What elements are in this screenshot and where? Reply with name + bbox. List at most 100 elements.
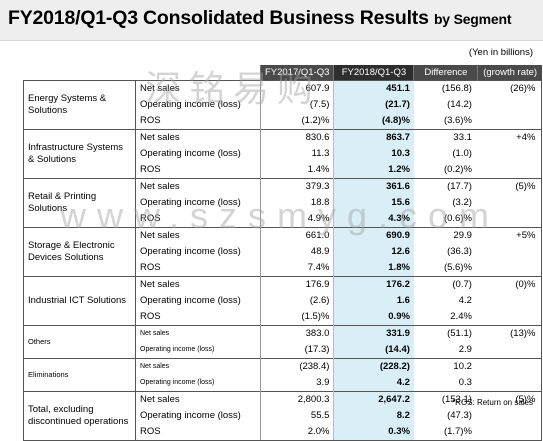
diff-value: (47.3) — [447, 410, 472, 421]
prev-value: 55.5 — [259, 408, 334, 424]
prev-value: 607.9 — [259, 80, 334, 97]
prev-value: 176.9 — [259, 276, 334, 293]
prev-value: 2,800.3 — [259, 391, 334, 408]
metric-label: Net sales — [135, 325, 261, 342]
metric-label: Operating income (loss) — [135, 244, 261, 260]
prev-value: 18.8 — [259, 195, 334, 211]
table-row: Operating income (loss) (7.5) (21.7) (14.2) — [24, 97, 543, 113]
metric-label: ROS — [135, 309, 261, 326]
table-row: Energy Systems & Solutions Net sales 607.9… — [23, 80, 543, 130]
table-row: Operating income (loss) 48.9 12.6 (36.3) — [24, 244, 543, 260]
prev-value: (1.5)% — [259, 309, 334, 326]
segment-name: Industrial ICT Solutions — [23, 276, 136, 326]
cur-value: 690.9 — [333, 227, 414, 244]
growth-value: (26)% — [477, 80, 543, 97]
diff-value: (14.2) — [447, 99, 472, 110]
growth-value: +5% — [477, 227, 543, 244]
diff-value: (51.1) — [413, 325, 478, 342]
growth-value: (5)% — [477, 178, 543, 195]
header-growth: (growth rate) — [477, 65, 542, 81]
metric-label: ROS — [135, 113, 261, 130]
table-row: Operating income (loss) 3.9 4.2 0.3 — [24, 375, 543, 392]
segment-name: Storage & Electronic Devices Solutions — [23, 227, 136, 277]
prev-value: 379.3 — [259, 178, 334, 195]
cur-value: 10.3 — [333, 146, 414, 162]
growth-value — [477, 146, 543, 162]
prev-value: 661.0 — [259, 227, 334, 244]
cur-value: (4.8)% — [333, 113, 414, 130]
growth-value — [477, 408, 543, 424]
prev-value: (1.2)% — [259, 113, 334, 130]
diff-value: 0.3 — [458, 377, 472, 388]
header-blank — [135, 65, 261, 81]
segment-name: Eliminations — [23, 358, 136, 392]
table-row: Infrastructure Systems & Solutions Net sa… — [23, 129, 543, 179]
diff-value: (153.1) — [413, 391, 478, 408]
diff-value: (1.0) — [452, 148, 472, 159]
diff-value: (0.2)% — [443, 164, 472, 175]
watermark-top: 深铭易购 — [145, 68, 322, 109]
cur-value: 361.6 — [333, 178, 414, 195]
prev-value: 830.6 — [259, 129, 334, 146]
table-row: ROS 4.9% 4.3% (0.6)% — [24, 211, 543, 228]
cur-value: 4.2 — [333, 375, 414, 392]
prev-value: 11.3 — [259, 146, 334, 162]
prev-value: (17.3) — [259, 342, 334, 359]
header-cur: FY2018/Q1-Q3 — [333, 65, 414, 81]
growth-value — [477, 342, 543, 359]
cur-value: (21.7) — [333, 97, 414, 113]
table-row: ROS 1.4% 1.2% (0.2)% — [24, 162, 543, 179]
table-row: Operating income (loss) (17.3) (14.4) 2.9 — [24, 342, 543, 359]
growth-value: +4% — [477, 129, 543, 146]
metric-label: Net sales — [135, 129, 261, 146]
growth-value — [477, 375, 543, 392]
cur-value: 1.2% — [333, 162, 414, 179]
cur-value: (228.2) — [333, 358, 414, 375]
title-bar: FY2018/Q1-Q3 Consolidated Business Resul… — [0, 0, 543, 41]
diff-value: (0.7) — [413, 276, 478, 293]
metric-label: Net sales — [135, 178, 261, 195]
growth-value — [477, 293, 543, 309]
growth-value: (0)% — [477, 276, 543, 293]
metric-label: Operating income (loss) — [135, 375, 261, 392]
unit-note: (Yen in billions) — [468, 47, 533, 58]
header-blank — [23, 65, 136, 81]
header-row: FY2017/Q1-Q3 FY2018/Q1-Q3 Difference (gr… — [23, 65, 542, 81]
cur-value: 8.2 — [333, 408, 414, 424]
diff-value: (3.6)% — [443, 115, 472, 126]
growth-value: (5)% — [477, 391, 543, 408]
metric-label: Operating income (loss) — [135, 408, 261, 424]
growth-value — [477, 424, 543, 441]
diff-value: (17.7) — [413, 178, 478, 195]
segment-name: Retail & Printing Solutions — [23, 178, 136, 228]
header-diff: Difference — [413, 65, 478, 81]
title-sub: by Segment — [433, 11, 512, 27]
growth-value — [477, 309, 543, 326]
cur-value: 331.9 — [333, 325, 414, 342]
table-row: Industrial ICT Solutions Net sales 176.9 17… — [23, 276, 543, 326]
growth-value: (13)% — [477, 325, 543, 342]
cur-value: (14.4) — [333, 342, 414, 359]
cur-value: 12.6 — [333, 244, 414, 260]
growth-value — [477, 211, 543, 228]
header-prev: FY2017/Q1-Q3 — [259, 65, 334, 81]
diff-value: 10.2 — [413, 358, 478, 375]
cur-value: 451.1 — [333, 80, 414, 97]
diff-value: 4.2 — [458, 295, 472, 306]
prev-value: 7.4% — [259, 260, 334, 277]
table-row: Retail & Printing Solutions Net sales 379.… — [23, 178, 543, 228]
table-row: ROS 7.4% 1.8% (5.6)% — [24, 260, 543, 277]
page-title: FY2018/Q1-Q3 Consolidated Business Resul… — [8, 7, 512, 30]
growth-value — [477, 244, 543, 260]
growth-value — [477, 195, 543, 211]
diff-value: (3.2) — [452, 197, 472, 208]
growth-value — [477, 162, 543, 179]
growth-value — [477, 97, 543, 113]
cur-value: 176.2 — [333, 276, 414, 293]
table-row: Storage & Electronic Devices Solutions Ne… — [23, 227, 543, 277]
metric-label: Operating income (loss) — [135, 293, 261, 309]
table-row: ROS (1.2)% (4.8)% (3.6)% — [24, 113, 543, 130]
diff-value: 29.9 — [413, 227, 478, 244]
prev-value: 3.9 — [259, 375, 334, 392]
prev-value: (7.5) — [259, 97, 334, 113]
